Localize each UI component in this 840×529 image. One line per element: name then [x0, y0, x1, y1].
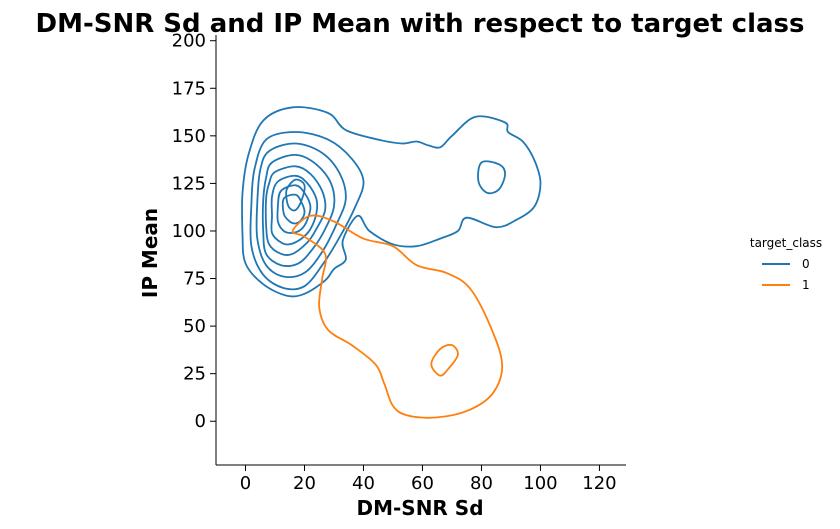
- axes: [215, 35, 626, 466]
- y-tick-label: 125: [172, 173, 206, 194]
- x-ticks: 0 20 40 60 80 100 120: [240, 465, 617, 494]
- x-tick-label: 120: [582, 473, 616, 494]
- x-tick-label: 100: [523, 473, 557, 494]
- chart-title: DM-SNR Sd and IP Mean with respect to ta…: [36, 9, 805, 39]
- legend: target_class 01: [750, 236, 822, 292]
- legend-label: 1: [802, 278, 810, 292]
- y-tick-label: 50: [183, 316, 206, 337]
- x-tick-label: 40: [352, 473, 375, 494]
- contour-line: [276, 184, 312, 234]
- contour-line: [249, 131, 365, 291]
- y-ticks: 0 25 50 75 100 125 150 175 200: [172, 31, 216, 432]
- x-axis-label: DM-SNR Sd: [356, 496, 483, 520]
- contour-line: [264, 165, 327, 257]
- y-axis-label: IP Mean: [138, 208, 162, 298]
- y-tick-label: 75: [183, 269, 206, 290]
- x-tick-label: 0: [240, 473, 251, 494]
- contour-line: [261, 153, 336, 267]
- x-tick-label: 60: [411, 473, 434, 494]
- legend-title: target_class: [750, 236, 822, 250]
- legend-label: 0: [802, 257, 810, 271]
- contour-plot: [241, 106, 542, 419]
- series-0-contours: [241, 106, 542, 298]
- y-tick-label: 100: [172, 221, 206, 242]
- contour-line: [285, 178, 306, 212]
- y-tick-label: 25: [183, 364, 206, 385]
- contour-line: [270, 174, 319, 246]
- series-1-contours: [291, 214, 504, 419]
- legend-items: 01: [762, 257, 810, 292]
- y-tick-label: 0: [195, 411, 206, 432]
- y-tick-label: 175: [172, 78, 206, 99]
- contour-line: [430, 343, 459, 377]
- x-tick-label: 20: [293, 473, 316, 494]
- contour-line: [241, 106, 542, 298]
- y-tick-label: 150: [172, 126, 206, 147]
- x-tick-label: 80: [470, 473, 493, 494]
- y-tick-label: 200: [172, 31, 206, 52]
- contour-line: [255, 142, 347, 279]
- contour-line: [291, 214, 504, 419]
- contour-line: [477, 160, 507, 195]
